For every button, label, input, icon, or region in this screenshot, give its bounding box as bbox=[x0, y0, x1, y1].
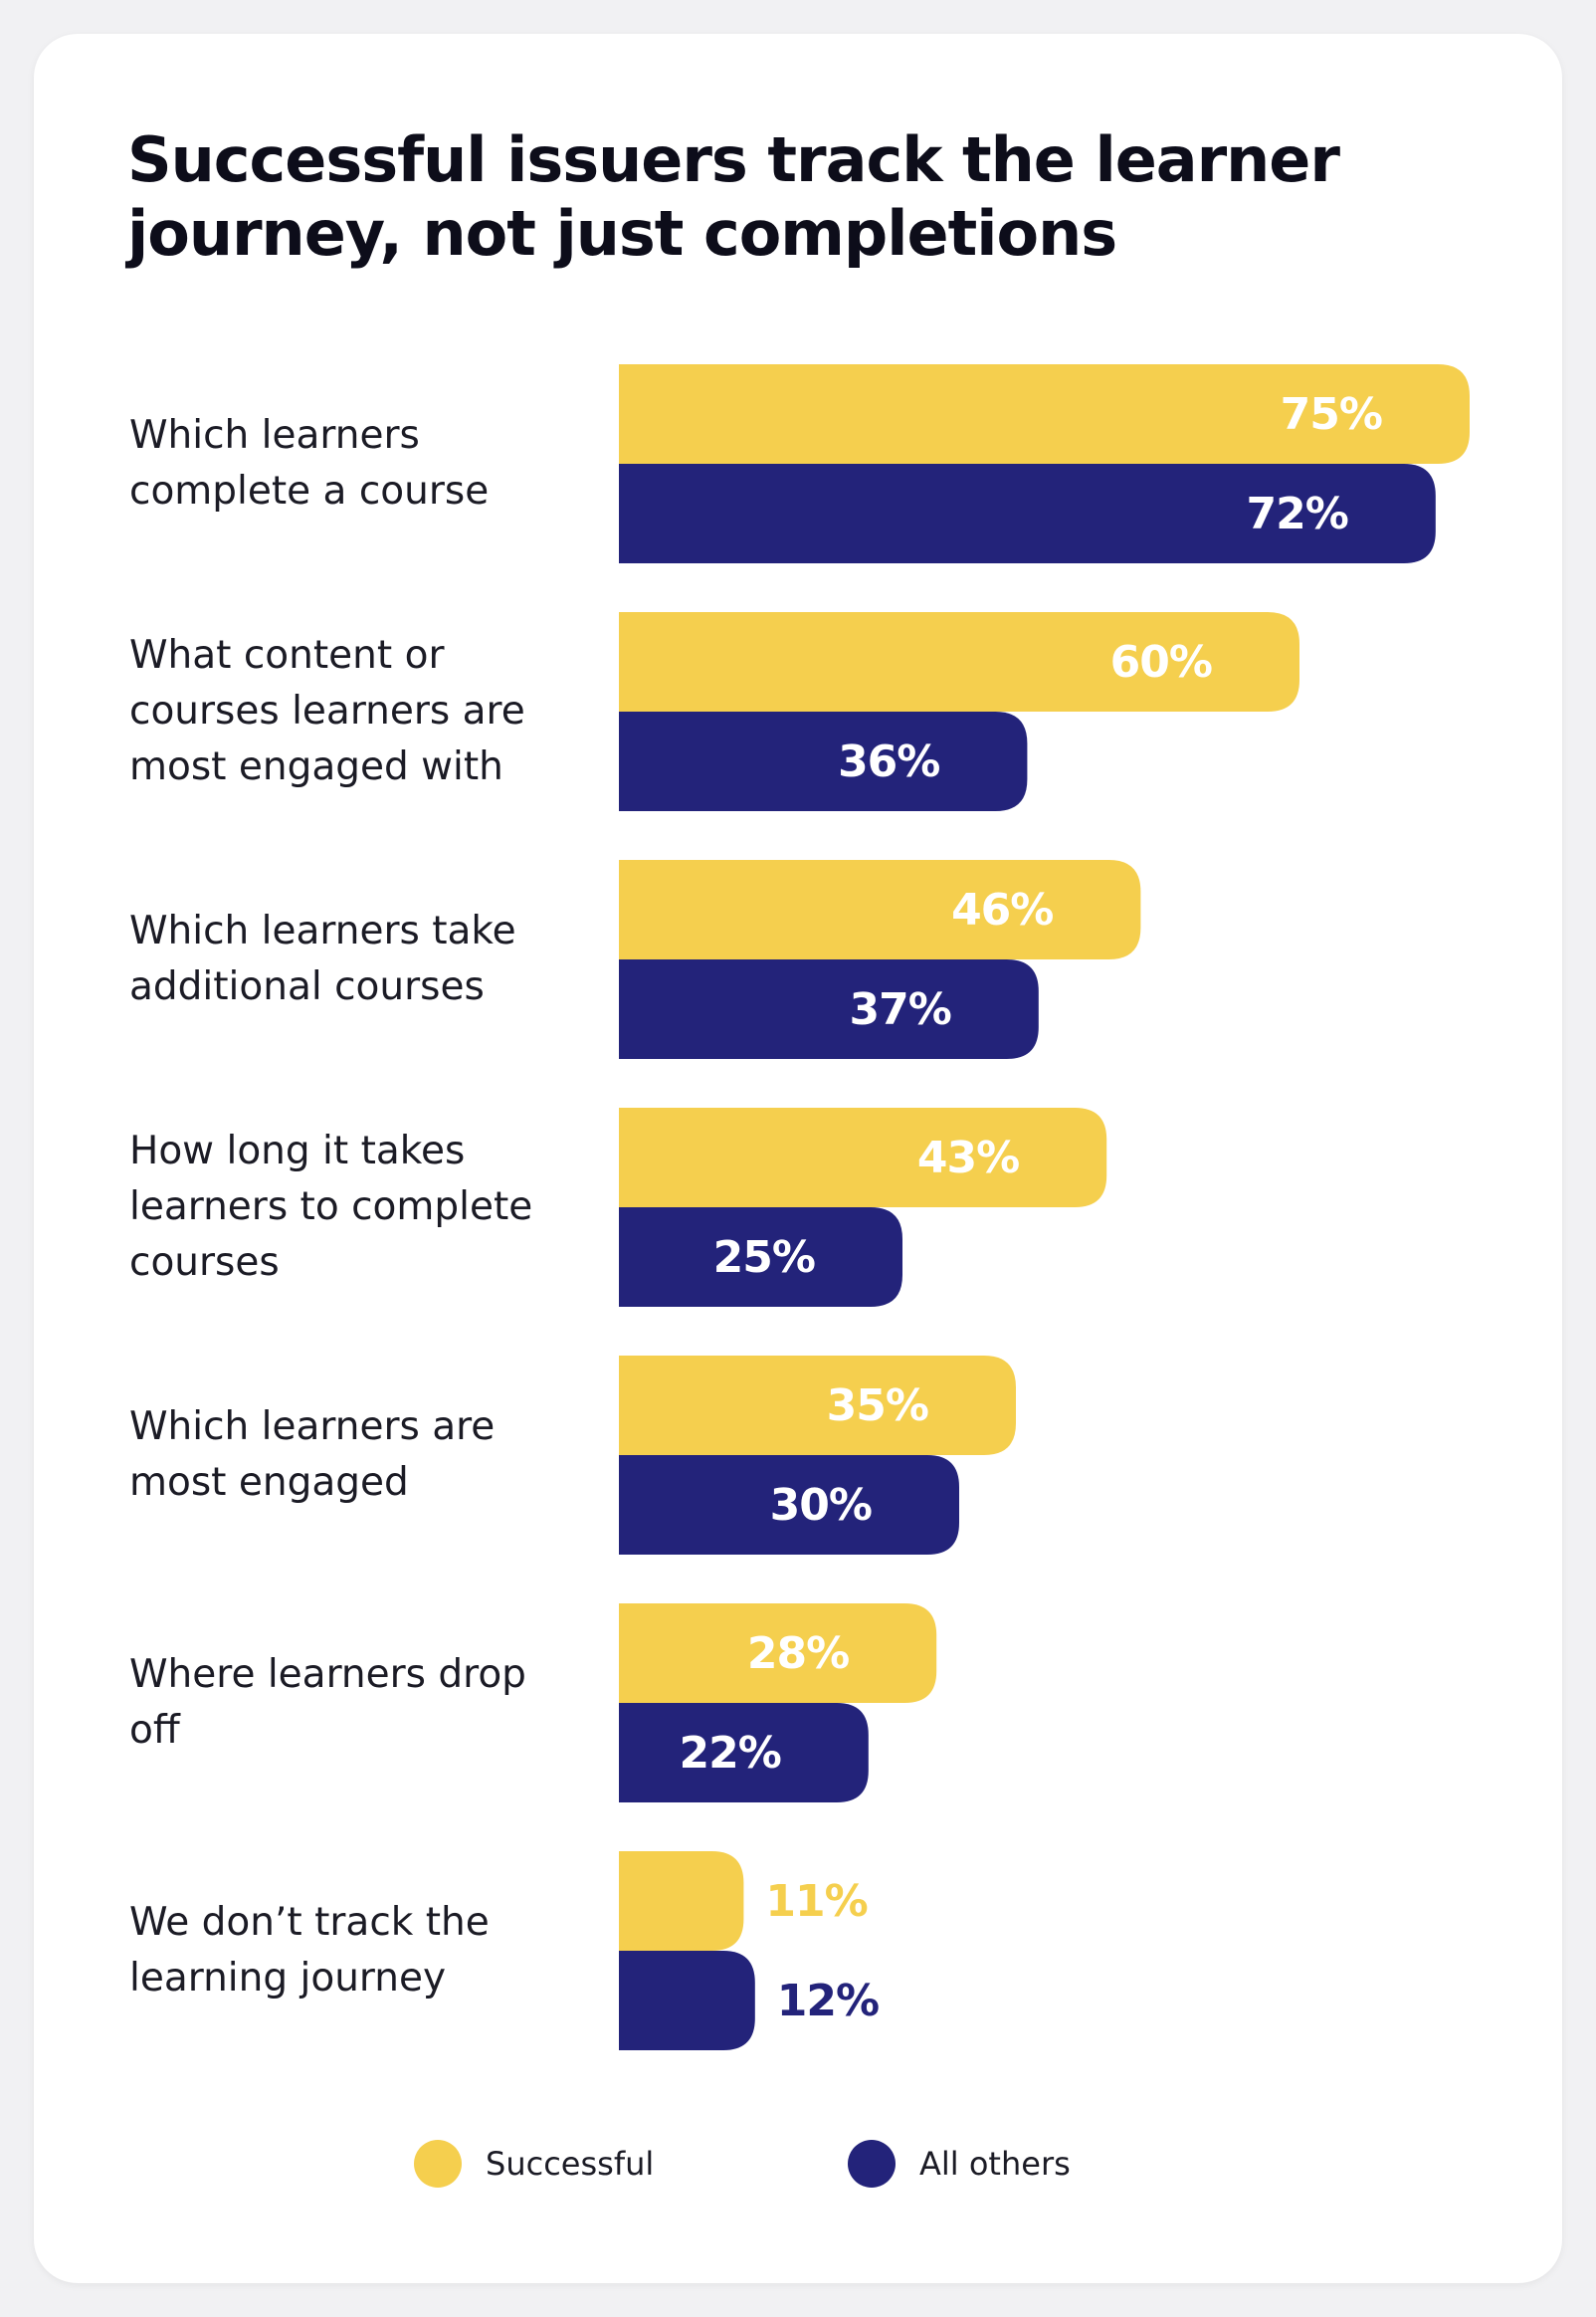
data-label-all-others: 12% bbox=[777, 1976, 879, 2026]
data-label-successful: 11% bbox=[765, 1876, 867, 1927]
category-label: We don’t track the learning journey bbox=[129, 1900, 490, 2001]
bar-all-others bbox=[619, 1703, 869, 1802]
data-label-all-others: 72% bbox=[1246, 489, 1347, 539]
bar-all-others bbox=[619, 712, 1028, 811]
data-label-successful: 35% bbox=[827, 1380, 928, 1431]
category-label: How long it takes learners to complete c… bbox=[129, 1129, 533, 1285]
legend-item-successful: Successful bbox=[414, 2140, 654, 2188]
bar-successful bbox=[619, 1851, 744, 1951]
bar-successful bbox=[619, 1108, 1107, 1207]
category-label: Which learners are most engaged bbox=[129, 1404, 496, 1505]
bar-successful bbox=[619, 1603, 937, 1703]
bar-successful bbox=[619, 364, 1470, 464]
legend-swatch-successful bbox=[414, 2140, 462, 2188]
legend-label-successful: Successful bbox=[486, 2145, 655, 2183]
data-label-successful: 60% bbox=[1110, 637, 1212, 688]
category-label: Which learners take additional courses bbox=[129, 909, 516, 1009]
category-label: Where learners drop off bbox=[129, 1652, 526, 1753]
legend-label-all-others: All others bbox=[919, 2145, 1071, 2183]
category-label: Which learners complete a course bbox=[129, 413, 490, 514]
bar-all-others bbox=[619, 959, 1039, 1059]
data-label-successful: 75% bbox=[1281, 389, 1382, 440]
bar-successful bbox=[619, 1356, 1016, 1455]
bar-all-others bbox=[619, 1455, 959, 1555]
bar-successful bbox=[619, 860, 1141, 959]
data-label-all-others: 30% bbox=[770, 1480, 872, 1531]
chart-title: Successful issuers track the learner jou… bbox=[127, 123, 1340, 270]
data-label-successful: 28% bbox=[747, 1628, 849, 1679]
bar-all-others bbox=[619, 1207, 902, 1307]
bar-all-others bbox=[619, 464, 1436, 563]
data-label-all-others: 25% bbox=[713, 1232, 815, 1283]
bar-all-others bbox=[619, 1951, 755, 2050]
data-label-all-others: 22% bbox=[679, 1728, 780, 1779]
data-label-all-others: 37% bbox=[849, 984, 950, 1035]
bar-successful bbox=[619, 612, 1299, 712]
data-label-all-others: 36% bbox=[838, 737, 939, 787]
legend-swatch-all-others bbox=[848, 2140, 896, 2188]
legend-item-all-others: All others bbox=[848, 2140, 1071, 2188]
data-label-successful: 43% bbox=[917, 1133, 1019, 1183]
data-label-successful: 46% bbox=[951, 885, 1053, 936]
category-label: What content or courses learners are mos… bbox=[129, 633, 525, 789]
